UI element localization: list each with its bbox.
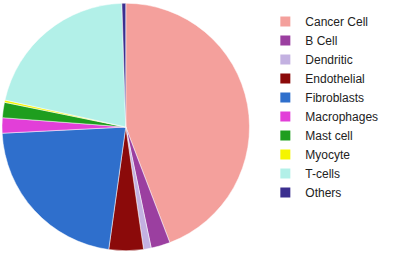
svg-text:T-cells: T-cells xyxy=(305,167,340,181)
svg-text:Mast cell: Mast cell xyxy=(305,129,352,143)
svg-text:B Cell: B Cell xyxy=(305,34,337,48)
svg-text:Others: Others xyxy=(305,186,341,200)
svg-text:Dendritic: Dendritic xyxy=(305,53,352,67)
svg-text:Cancer Cell: Cancer Cell xyxy=(305,15,368,29)
svg-text:Macrophages: Macrophages xyxy=(305,110,378,124)
svg-text:Fibroblasts: Fibroblasts xyxy=(305,91,364,105)
svg-text:Myocyte: Myocyte xyxy=(305,148,350,162)
svg-text:Endothelial: Endothelial xyxy=(305,72,364,86)
